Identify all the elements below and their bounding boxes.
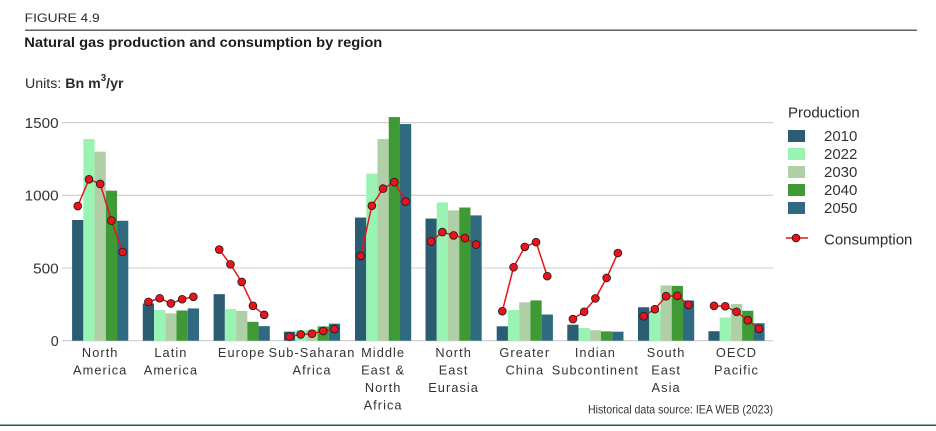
svg-text:Eurasia: Eurasia [428,380,479,395]
svg-text:North: North [82,345,119,360]
svg-text:OECD: OECD [716,345,757,360]
svg-text:South: South [647,345,686,360]
svg-text:2040: 2040 [824,182,857,199]
svg-text:Sub-Saharan: Sub-Saharan [269,345,356,360]
svg-text:2010: 2010 [824,128,857,145]
svg-text:1500: 1500 [25,116,59,132]
svg-text:America: America [73,363,127,378]
svg-text:Asia: Asia [652,380,681,395]
svg-text:2030: 2030 [824,164,857,181]
svg-text:Middle: Middle [361,345,405,360]
svg-text:0: 0 [51,334,59,350]
svg-text:Latin: Latin [154,345,187,360]
svg-text:Africa: Africa [364,398,403,413]
svg-text:500: 500 [33,261,59,277]
svg-text:East &: East & [361,363,405,378]
svg-text:Pacific: Pacific [714,363,759,378]
svg-text:Greater: Greater [499,345,550,360]
svg-text:China: China [505,363,544,378]
svg-text:Subcontinent: Subcontinent [552,363,639,378]
svg-text:2050: 2050 [824,200,857,217]
svg-text:Consumption: Consumption [824,232,912,249]
svg-text:Africa: Africa [292,363,331,378]
svg-text:Natural gas production and con: Natural gas production and consumption b… [24,34,382,50]
svg-text:2022: 2022 [824,146,857,163]
svg-text:Units: Bn m3/yr: Units: Bn m3/yr [25,73,124,92]
svg-text:Historical data source: IEA WE: Historical data source: IEA WEB (2023) [588,403,773,417]
svg-text:East: East [651,363,681,378]
svg-text:FIGURE 4.9: FIGURE 4.9 [25,11,100,25]
svg-text:America: America [144,363,198,378]
svg-text:North: North [435,345,472,360]
svg-text:1000: 1000 [25,189,59,205]
svg-text:North: North [365,380,402,395]
svg-text:Production: Production [788,105,860,122]
svg-text:Indian: Indian [575,345,616,360]
svg-text:East: East [439,363,469,378]
svg-text:Europe: Europe [218,345,266,360]
